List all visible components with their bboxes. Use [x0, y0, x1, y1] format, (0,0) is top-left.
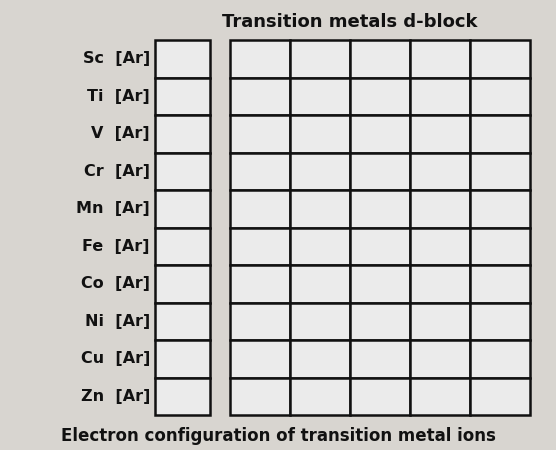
Text: Electron configuration of transition metal ions: Electron configuration of transition met…: [61, 427, 495, 445]
Text: Fe  [Ar]: Fe [Ar]: [82, 239, 150, 254]
Bar: [470, 378, 530, 415]
Bar: [470, 153, 530, 190]
Bar: [290, 115, 350, 153]
Text: Zn  [Ar]: Zn [Ar]: [81, 389, 150, 404]
Bar: [350, 153, 410, 190]
Text: Co  [Ar]: Co [Ar]: [81, 276, 150, 291]
Bar: [230, 265, 290, 302]
Bar: [290, 153, 350, 190]
Bar: [230, 115, 290, 153]
Bar: [470, 302, 530, 340]
Bar: [230, 190, 290, 228]
Bar: [230, 40, 290, 77]
Bar: [470, 265, 530, 302]
Text: Sc  [Ar]: Sc [Ar]: [83, 51, 150, 66]
Text: Transition metals d-block: Transition metals d-block: [222, 13, 478, 31]
Bar: [410, 228, 470, 265]
Bar: [470, 228, 530, 265]
Bar: [410, 40, 470, 77]
Bar: [350, 228, 410, 265]
Bar: [290, 302, 350, 340]
Bar: [350, 115, 410, 153]
Bar: [350, 302, 410, 340]
Bar: [410, 340, 470, 378]
Bar: [230, 378, 290, 415]
Text: Cu  [Ar]: Cu [Ar]: [81, 351, 150, 366]
Bar: [410, 190, 470, 228]
Bar: [290, 340, 350, 378]
Bar: [155, 153, 210, 190]
Bar: [230, 77, 290, 115]
Bar: [230, 340, 290, 378]
Text: Ni  [Ar]: Ni [Ar]: [85, 314, 150, 329]
Bar: [350, 340, 410, 378]
Bar: [290, 265, 350, 302]
Bar: [290, 77, 350, 115]
Bar: [155, 115, 210, 153]
Bar: [290, 190, 350, 228]
Bar: [155, 265, 210, 302]
Text: Ti  [Ar]: Ti [Ar]: [87, 89, 150, 104]
Bar: [155, 77, 210, 115]
Bar: [350, 77, 410, 115]
Bar: [350, 190, 410, 228]
Bar: [155, 190, 210, 228]
Bar: [410, 265, 470, 302]
Bar: [410, 77, 470, 115]
Text: V  [Ar]: V [Ar]: [91, 126, 150, 141]
Bar: [230, 228, 290, 265]
Bar: [410, 153, 470, 190]
Bar: [350, 40, 410, 77]
Bar: [470, 77, 530, 115]
Text: Mn  [Ar]: Mn [Ar]: [76, 201, 150, 216]
Bar: [290, 228, 350, 265]
Bar: [230, 302, 290, 340]
Bar: [155, 302, 210, 340]
Bar: [155, 340, 210, 378]
Bar: [155, 228, 210, 265]
Text: Cr  [Ar]: Cr [Ar]: [84, 164, 150, 179]
Bar: [350, 378, 410, 415]
Bar: [410, 115, 470, 153]
Bar: [410, 378, 470, 415]
Bar: [290, 40, 350, 77]
Bar: [410, 302, 470, 340]
Bar: [230, 153, 290, 190]
Bar: [290, 378, 350, 415]
Bar: [470, 115, 530, 153]
Bar: [470, 40, 530, 77]
Bar: [155, 378, 210, 415]
Bar: [470, 340, 530, 378]
Bar: [155, 40, 210, 77]
Bar: [470, 190, 530, 228]
Bar: [350, 265, 410, 302]
